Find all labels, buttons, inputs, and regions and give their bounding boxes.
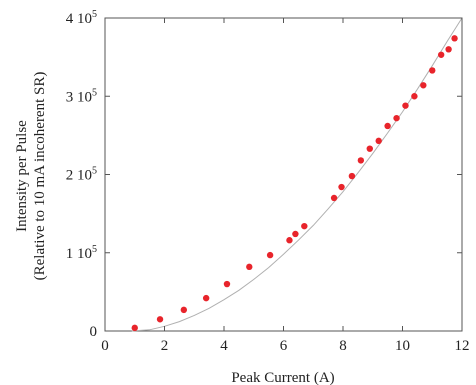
y-axis-label-line2: (Relative to 10 mA incoherent SR) [32,72,48,281]
data-point [338,183,345,191]
data-point [292,230,299,238]
fit-curve [131,17,463,332]
x-tick-label: 0 [101,338,109,354]
x-tick-label: 8 [339,338,347,354]
data-point [156,316,164,323]
x-tick-label: 12 [455,338,470,354]
x-axis-label: Peak Current (A) [231,370,334,385]
data-point [451,35,458,42]
data-point [420,82,427,89]
data-points-layer [131,35,458,332]
data-point [223,280,231,288]
y-tick-label: 0 [90,324,98,340]
data-point [357,157,365,164]
x-tick-label: 4 [220,338,228,354]
plot-frame [104,17,463,332]
x-tick-label: 10 [395,338,410,354]
data-point [445,46,452,53]
data-point [330,194,338,202]
x-tick-label: 6 [280,338,288,354]
y-tick-exponent: 5 [92,166,97,177]
fit-curve-layer [131,17,463,332]
y-tick-label: 4 105 [66,9,97,27]
data-point [266,251,274,259]
data-point [180,306,188,314]
data-point [131,324,138,332]
y-tick-exponent: 5 [92,87,97,98]
x-tick-label: 2 [161,338,169,354]
data-point [202,294,210,302]
y-tick-label: 1 105 [66,244,97,262]
data-point [411,93,418,100]
data-point [286,237,293,244]
y-tick-label: 3 105 [66,87,97,105]
data-point [375,137,382,145]
y-tick-label: 2 105 [66,166,97,184]
data-point [429,67,436,74]
data-point [393,114,400,122]
y-tick-exponent: 5 [92,244,97,255]
data-point [384,122,391,130]
data-point [246,263,253,271]
data-point [301,222,308,230]
data-point [366,145,373,152]
ticks-layer: 0 2 4 6 8 10 12 0 1 105 2 105 3 105 4 105 [66,9,470,354]
data-point [348,172,356,180]
y-axis-label: Intensity per Pulse [14,120,30,232]
y-tick-exponent: 5 [92,9,97,20]
data-point [402,102,409,109]
data-point [437,51,445,58]
